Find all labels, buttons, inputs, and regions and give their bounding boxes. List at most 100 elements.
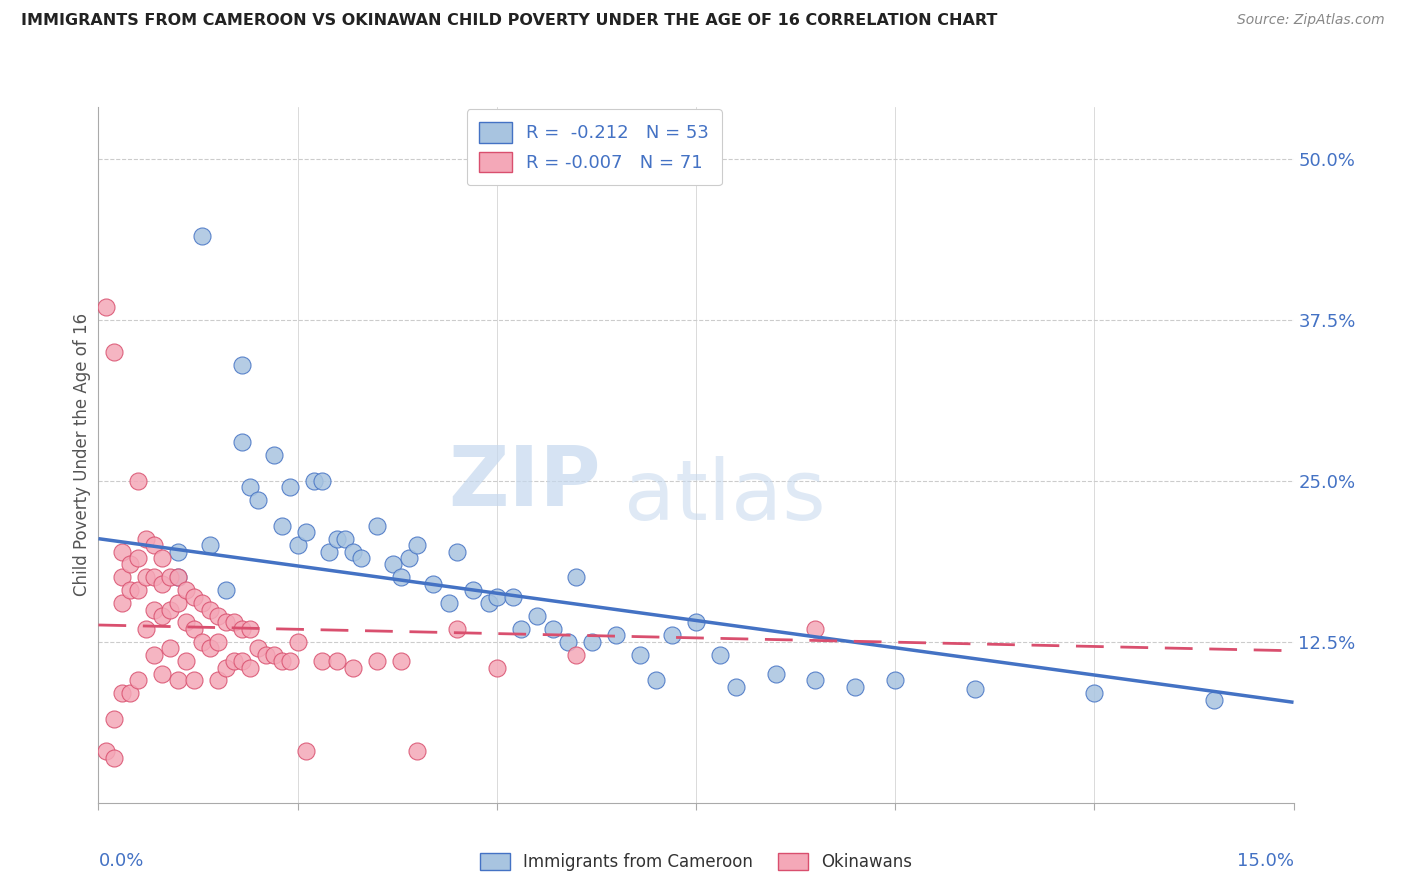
Y-axis label: Child Poverty Under the Age of 16: Child Poverty Under the Age of 16 [73, 313, 91, 597]
Point [422, 576, 444, 591]
Point [446, 622, 468, 636]
Text: atlas: atlas [624, 456, 825, 537]
Point [398, 551, 420, 566]
Point [103, 712, 125, 726]
Point [215, 615, 238, 630]
Point [342, 544, 364, 558]
Point [1083, 686, 1105, 700]
Point [231, 358, 253, 372]
Point [565, 648, 588, 662]
Point [135, 532, 157, 546]
Point [127, 474, 149, 488]
Point [222, 615, 245, 630]
Point [278, 654, 301, 668]
Text: Source: ZipAtlas.com: Source: ZipAtlas.com [1237, 13, 1385, 28]
Point [342, 660, 364, 674]
Text: 15.0%: 15.0% [1236, 852, 1294, 870]
Point [96, 744, 118, 758]
Point [239, 622, 262, 636]
Point [311, 654, 333, 668]
Point [198, 641, 221, 656]
Point [461, 583, 484, 598]
Point [174, 615, 197, 630]
Point [765, 667, 787, 681]
Point [963, 682, 986, 697]
Point [270, 654, 292, 668]
Point [103, 750, 125, 764]
Point [478, 596, 501, 610]
Point [541, 622, 564, 636]
Point [231, 622, 253, 636]
Point [207, 634, 229, 648]
Point [167, 596, 190, 610]
Point [191, 228, 214, 243]
Point [804, 622, 827, 636]
Point [111, 544, 134, 558]
Point [127, 673, 149, 688]
Point [215, 660, 238, 674]
Point [661, 628, 683, 642]
Point [111, 570, 134, 584]
Text: IMMIGRANTS FROM CAMEROON VS OKINAWAN CHILD POVERTY UNDER THE AGE OF 16 CORRELATI: IMMIGRANTS FROM CAMEROON VS OKINAWAN CHI… [21, 13, 997, 29]
Point [804, 673, 827, 688]
Point [263, 648, 285, 662]
Point [326, 532, 349, 546]
Point [302, 474, 325, 488]
Point [382, 558, 405, 572]
Point [143, 602, 166, 616]
Point [143, 538, 166, 552]
Point [120, 558, 142, 572]
Point [183, 622, 205, 636]
Point [287, 538, 309, 552]
Point [263, 448, 285, 462]
Point [191, 634, 214, 648]
Legend: R =  -0.212   N = 53, R = -0.007   N = 71: R = -0.212 N = 53, R = -0.007 N = 71 [467, 109, 721, 186]
Point [335, 532, 357, 546]
Point [159, 641, 181, 656]
Point [111, 596, 134, 610]
Point [159, 602, 181, 616]
Point [294, 525, 316, 540]
Point [389, 654, 412, 668]
Point [150, 667, 173, 681]
Point [150, 609, 173, 624]
Point [709, 648, 731, 662]
Point [120, 583, 142, 598]
Point [645, 673, 668, 688]
Point [437, 596, 460, 610]
Point [318, 544, 340, 558]
Point [167, 544, 190, 558]
Point [120, 686, 142, 700]
Point [127, 551, 149, 566]
Point [246, 641, 269, 656]
Point [222, 654, 245, 668]
Point [1202, 692, 1225, 706]
Point [231, 654, 253, 668]
Text: ZIP: ZIP [449, 442, 600, 524]
Point [287, 634, 309, 648]
Point [446, 544, 468, 558]
Point [167, 673, 190, 688]
Text: 0.0%: 0.0% [98, 852, 143, 870]
Point [159, 570, 181, 584]
Point [350, 551, 373, 566]
Point [366, 654, 388, 668]
Point [215, 583, 238, 598]
Point [239, 660, 262, 674]
Point [294, 744, 316, 758]
Point [143, 648, 166, 662]
Point [207, 673, 229, 688]
Point [231, 435, 253, 450]
Point [389, 570, 412, 584]
Point [150, 551, 173, 566]
Point [406, 744, 429, 758]
Point [111, 686, 134, 700]
Point [183, 590, 205, 604]
Point [884, 673, 907, 688]
Point [502, 590, 524, 604]
Point [565, 570, 588, 584]
Point [167, 570, 190, 584]
Point [326, 654, 349, 668]
Point [207, 609, 229, 624]
Point [150, 576, 173, 591]
